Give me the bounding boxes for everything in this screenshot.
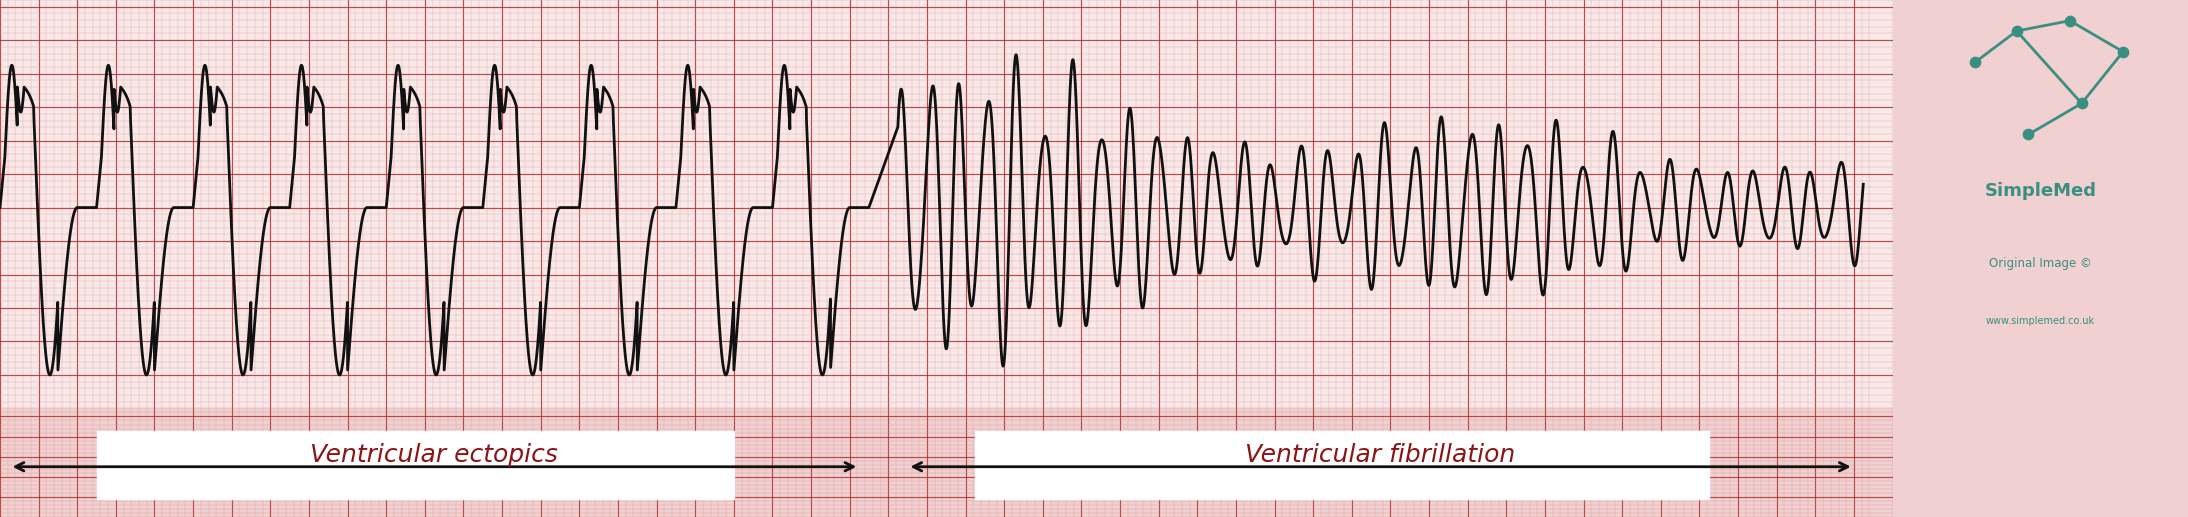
Point <box>2063 99 2098 108</box>
Point <box>2000 27 2035 35</box>
Bar <box>96 431 733 499</box>
Text: Ventricular fibrillation: Ventricular fibrillation <box>1245 443 1516 467</box>
Point <box>2105 48 2140 56</box>
Bar <box>976 431 1709 499</box>
Text: www.simplemed.co.uk: www.simplemed.co.uk <box>1987 315 2094 326</box>
Point <box>2011 130 2046 139</box>
Point <box>2052 17 2087 25</box>
Text: SimpleMed: SimpleMed <box>1985 183 2096 200</box>
Point <box>1958 58 1993 66</box>
Text: Ventricular ectopics: Ventricular ectopics <box>311 443 558 467</box>
Text: Original Image ©: Original Image © <box>1989 257 2092 270</box>
